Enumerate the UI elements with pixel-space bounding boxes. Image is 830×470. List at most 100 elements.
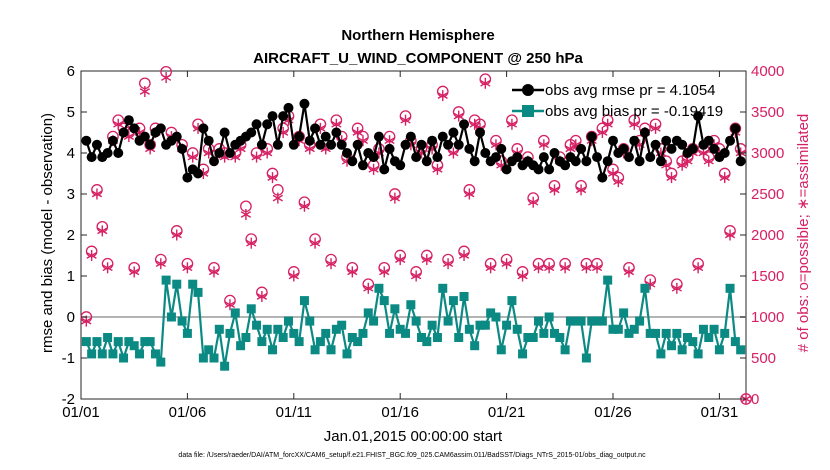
rmse-point bbox=[347, 156, 358, 167]
rmse-point bbox=[129, 123, 140, 134]
bias-point bbox=[353, 337, 363, 347]
bias-point bbox=[150, 349, 160, 359]
rmse-point bbox=[182, 172, 193, 183]
y-tick-label: -2 bbox=[62, 391, 75, 408]
bias-point bbox=[432, 333, 442, 342]
rmse-point bbox=[608, 135, 618, 146]
rmse-point bbox=[570, 156, 581, 167]
bias-point bbox=[736, 345, 746, 355]
rmse-point bbox=[730, 123, 741, 134]
rmse-point bbox=[725, 135, 736, 146]
assimilated-obs-point bbox=[469, 118, 480, 130]
rmse-point bbox=[102, 148, 113, 158]
assimilated-obs-point bbox=[395, 254, 406, 266]
bias-point bbox=[289, 328, 299, 338]
y-tick-label: 6 bbox=[67, 63, 75, 80]
y-tick-label: -1 bbox=[62, 350, 75, 367]
bias-point bbox=[369, 316, 379, 326]
bias-point bbox=[92, 337, 102, 347]
rmse-point bbox=[719, 148, 730, 158]
assimilated-obs-point bbox=[517, 270, 528, 282]
bias-point bbox=[135, 349, 145, 359]
y2-tick-label: 3500 bbox=[751, 104, 784, 121]
bias-point bbox=[283, 316, 293, 326]
rmse-point bbox=[490, 152, 501, 163]
rmse-point bbox=[677, 139, 688, 150]
assimilated-obs-point bbox=[256, 291, 267, 302]
data-file-footer: data file: /Users/raeder/DAI/ATM_forcXX/… bbox=[178, 452, 646, 459]
assimilated-obs-point bbox=[187, 151, 198, 163]
rmse-point bbox=[459, 119, 470, 130]
rmse-point bbox=[352, 139, 363, 150]
rmse-point bbox=[623, 152, 634, 163]
rmse-point bbox=[661, 135, 672, 146]
assimilated-obs-point bbox=[246, 237, 257, 249]
bias-point bbox=[326, 345, 336, 355]
bias-point bbox=[262, 324, 272, 334]
rmse-point bbox=[342, 148, 352, 158]
bias-point bbox=[140, 337, 150, 347]
bias-point bbox=[603, 275, 613, 285]
legend: obs avg rmse pr = 4.1054 obs avg bias pr… bbox=[512, 82, 723, 120]
x-tick-label: 01/01 bbox=[62, 404, 100, 421]
rmse-point bbox=[421, 156, 432, 167]
bias-point bbox=[411, 316, 421, 326]
rmse-point bbox=[411, 152, 422, 163]
assimilated-obs-point bbox=[501, 258, 512, 270]
y-tick-label: 1 bbox=[67, 268, 75, 285]
y2-tick-label: 2500 bbox=[751, 186, 784, 203]
bias-point bbox=[709, 324, 719, 334]
rmse-point bbox=[336, 139, 347, 150]
bias-point bbox=[230, 308, 240, 318]
legend-rmse-marker bbox=[522, 84, 534, 96]
rmse-point bbox=[379, 164, 390, 175]
bias-point bbox=[209, 353, 219, 363]
assimilated-obs-point bbox=[379, 266, 390, 278]
rmse-point bbox=[687, 143, 698, 154]
bias-point bbox=[273, 324, 283, 334]
bias-point bbox=[518, 349, 528, 359]
bias-point bbox=[220, 361, 230, 371]
assimilated-obs-point bbox=[544, 262, 555, 274]
rmse-point bbox=[272, 139, 283, 150]
assimilated-obs-point bbox=[671, 282, 682, 294]
bias-point bbox=[81, 337, 91, 347]
bias-point bbox=[172, 279, 182, 289]
bias-point bbox=[204, 345, 214, 355]
assimilated-obs-point bbox=[607, 168, 619, 179]
assimilated-obs-point bbox=[262, 147, 273, 159]
assimilated-obs-point bbox=[363, 282, 374, 294]
bias-point bbox=[321, 328, 331, 338]
y2-tick-label: 4000 bbox=[751, 63, 784, 80]
assimilated-obs-point bbox=[437, 90, 448, 102]
rmse-point bbox=[618, 143, 629, 154]
rmse-point bbox=[198, 123, 209, 134]
x-tick-label: 01/31 bbox=[701, 404, 739, 421]
assimilated-obs-point bbox=[602, 118, 613, 130]
y-tick-label: 4 bbox=[67, 145, 75, 162]
rmse-point bbox=[549, 148, 560, 158]
bias-point bbox=[486, 308, 496, 318]
bias-point bbox=[688, 337, 698, 347]
rmse-point bbox=[416, 139, 427, 150]
rmse-point bbox=[650, 139, 661, 150]
rmse-point bbox=[645, 152, 656, 163]
assimilated-obs-point bbox=[629, 118, 640, 130]
rmse-point bbox=[693, 111, 704, 122]
rmse-point bbox=[203, 135, 214, 146]
assimilated-obs-point bbox=[693, 262, 704, 274]
rmse-point bbox=[107, 135, 118, 146]
assimilated-obs-point bbox=[650, 122, 661, 134]
assimilated-obs-point bbox=[458, 250, 470, 261]
x-tick-label: 01/06 bbox=[169, 404, 207, 421]
bias-point bbox=[113, 337, 123, 347]
assimilated-obs-point bbox=[448, 147, 459, 159]
assimilated-obs-point bbox=[251, 151, 262, 163]
bias-point bbox=[241, 333, 251, 342]
bias-point bbox=[156, 357, 166, 367]
bias-point bbox=[422, 337, 432, 347]
rmse-point bbox=[331, 127, 342, 138]
assimilated-obs-point bbox=[161, 72, 172, 84]
bias-point bbox=[448, 296, 458, 306]
bias-point bbox=[401, 328, 411, 338]
